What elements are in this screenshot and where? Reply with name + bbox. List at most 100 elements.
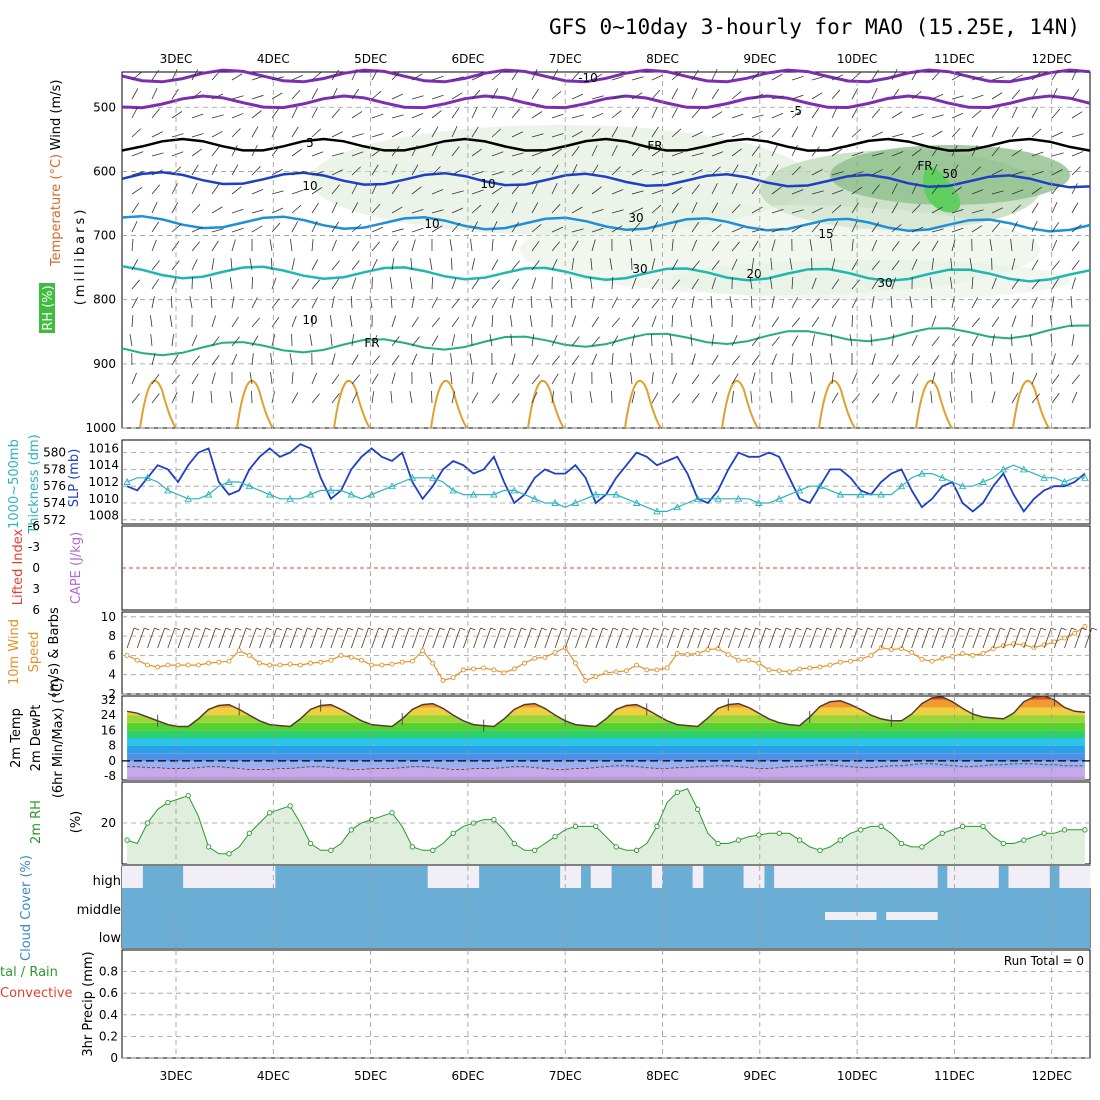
thickness-point <box>714 494 722 502</box>
wind-barb <box>990 372 993 385</box>
wind-barb <box>431 166 441 176</box>
wind-barb <box>331 260 340 271</box>
wind-barb <box>271 108 280 119</box>
wind10-barb <box>340 627 349 649</box>
wind-barb <box>531 334 535 347</box>
precip-tick: 0.4 <box>99 1008 118 1022</box>
wind-barb <box>671 151 684 157</box>
wind-barb <box>711 277 717 290</box>
wind-barb <box>131 239 134 252</box>
wind-barb <box>951 145 958 157</box>
wind-barb <box>591 73 603 81</box>
wind10-barb-feather <box>368 627 374 631</box>
wind-barb <box>711 88 720 100</box>
wind-barb <box>191 164 199 176</box>
wind-barb <box>990 353 993 366</box>
wind-barb <box>851 239 854 252</box>
contour-label: 10 <box>302 313 317 327</box>
rh2m-point <box>980 823 986 830</box>
wind10-barb <box>289 627 298 649</box>
wind-barb <box>231 336 240 347</box>
wind10-barb <box>462 627 471 649</box>
wind-barb <box>351 151 364 157</box>
wind-speed-point <box>308 660 313 666</box>
wind-barb <box>1031 259 1039 271</box>
wind-barb <box>1051 201 1058 214</box>
thickness-point <box>265 490 274 498</box>
li-tick: -6 <box>28 519 40 533</box>
wind10-barb-feather <box>154 627 160 631</box>
cloud-middle-clear <box>886 912 897 920</box>
wind-barb <box>931 184 940 195</box>
wind-barb <box>1051 393 1060 404</box>
wind-barb <box>351 111 363 119</box>
wind-barb <box>510 334 513 347</box>
wind10-barb-feather <box>286 627 293 631</box>
wind-barb <box>511 169 523 176</box>
wind-barb <box>491 279 501 290</box>
wind-barb <box>931 372 936 385</box>
wind10-barb <box>931 627 940 649</box>
wind-barb <box>1071 88 1080 100</box>
cloud-high-clear <box>458 866 469 888</box>
cloud-middle-clear <box>835 912 846 920</box>
wind-barb <box>211 206 223 214</box>
wind-barb <box>769 391 773 404</box>
rh2m-point <box>1061 827 1068 833</box>
wind-barb <box>671 297 678 309</box>
wind-barb <box>251 209 264 214</box>
wind-barb <box>831 258 836 271</box>
wind-barb <box>391 372 396 385</box>
cloud-middle-clear <box>916 912 928 920</box>
wind-barb <box>491 314 494 328</box>
wind-barb <box>271 207 284 214</box>
wind-speed-point <box>664 665 670 671</box>
wind-barb <box>331 131 343 138</box>
wind-barb <box>791 209 804 214</box>
wind-barb <box>249 258 253 271</box>
wind-barb <box>851 107 858 119</box>
wind-barb <box>331 184 340 195</box>
wind-barb <box>151 393 160 404</box>
wind-barb <box>551 148 562 157</box>
cloud-middle-clear <box>906 912 918 920</box>
rh2m-point <box>695 806 701 812</box>
wind10-barb-feather <box>521 627 527 631</box>
wind-speed-point <box>715 646 721 652</box>
wind-barb <box>271 277 277 290</box>
wind-barb <box>911 183 918 195</box>
wind-barb <box>471 392 479 404</box>
wind10-barb-feather <box>296 627 303 631</box>
wind-barb <box>531 354 539 366</box>
temp-band <box>127 738 1085 746</box>
wind-barb <box>231 239 236 252</box>
wind-barb <box>929 277 933 290</box>
wind-barb <box>971 126 979 138</box>
wind-barb <box>871 278 879 290</box>
wind-barb <box>791 353 794 366</box>
cloud-high-clear <box>651 866 663 888</box>
wind-barb <box>809 239 813 252</box>
cloud-high-clear <box>1028 866 1040 888</box>
wind-barb <box>371 334 378 347</box>
wind-barb <box>831 372 834 385</box>
wind-barb <box>810 372 813 385</box>
wind10-barb-feather <box>643 627 649 631</box>
wind-barb <box>831 298 840 309</box>
upper-wind-label: Wind (m/s) <box>49 80 64 151</box>
cloud-high-clear <box>896 866 908 888</box>
wind-barb <box>311 171 324 176</box>
wind-barb <box>331 393 340 404</box>
wind-speed-point <box>379 662 385 668</box>
wind10-barb-feather <box>419 627 425 631</box>
wind-barb <box>350 295 353 309</box>
wind-barb <box>771 145 778 157</box>
wind-barb <box>891 277 896 290</box>
wind-barb <box>911 373 919 385</box>
contour-label: FR <box>364 336 379 350</box>
wind-barb <box>171 111 183 119</box>
wind-speed-point <box>654 667 660 673</box>
temp-band <box>127 768 1085 777</box>
wind-speed-point <box>705 647 711 653</box>
wind-barb <box>891 68 898 81</box>
